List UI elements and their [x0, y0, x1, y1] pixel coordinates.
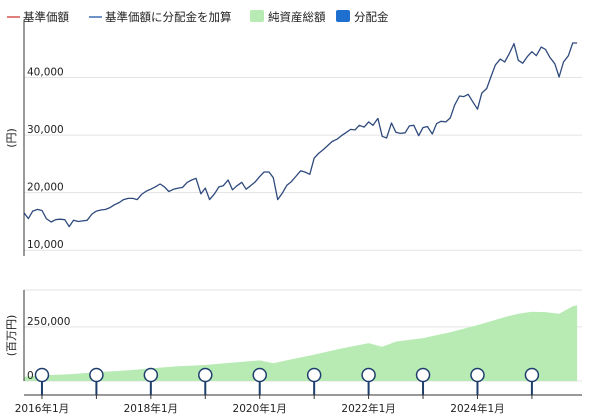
distribution-marker[interactable]: [143, 367, 159, 396]
y-axis-title: (百万円): [5, 315, 18, 357]
legend-label: 基準価額に分配金を加算: [105, 10, 232, 24]
assets-panel: 0 250,000 (百万円): [5, 289, 582, 396]
y-axis-title: (円): [5, 128, 18, 148]
x-tick-label: 2022年1月: [341, 402, 395, 415]
y-tick-label: 250,000: [27, 316, 70, 328]
y-tick-label: 30,000: [27, 124, 64, 136]
net-assets-area[interactable]: [24, 305, 578, 381]
legend-label: 基準価額: [23, 10, 69, 24]
distribution-marker[interactable]: [415, 367, 431, 396]
distribution-dot: [415, 367, 431, 383]
x-tick-label: 2016年1月: [15, 402, 69, 415]
distribution-dot: [252, 367, 267, 383]
x-tick-label: 2018年1月: [124, 402, 178, 415]
distribution-marker[interactable]: [198, 367, 213, 396]
distribution-marker[interactable]: [470, 367, 485, 396]
y-tick-label: 40,000: [27, 67, 64, 79]
distribution-dot: [524, 367, 540, 383]
distribution-dot: [89, 367, 104, 383]
legend-label: 純資産総額: [268, 10, 326, 24]
distribution-dot: [361, 367, 376, 383]
x-tick-label: 2024年1月: [450, 402, 504, 415]
distribution-marker[interactable]: [361, 367, 376, 396]
y-tick-label: 10,000: [27, 239, 64, 251]
distribution-marker[interactable]: [306, 367, 322, 396]
distribution-marker[interactable]: [34, 367, 50, 396]
distribution-dot: [143, 367, 159, 383]
legend-box-swatch: [336, 10, 350, 22]
distribution-dot: [470, 367, 485, 383]
legend-label: 分配金: [354, 10, 389, 24]
nav-line[interactable]: [23, 42, 578, 228]
distribution-dot: [34, 367, 50, 383]
distribution-dot: [306, 367, 322, 383]
legend-item[interactable]: 分配金: [336, 10, 389, 24]
y-tick-label: 0: [27, 370, 34, 382]
legend[interactable]: 基準価額 基準価額に分配金を加算 純資産総額 分配金: [7, 10, 389, 24]
nav-panel: 10,000 20,000 30,000 40,000 (円): [5, 20, 582, 256]
x-tick-label: 2020年1月: [233, 402, 287, 415]
legend-item[interactable]: 基準価額: [7, 10, 69, 24]
distribution-marker[interactable]: [252, 367, 267, 396]
legend-item[interactable]: 基準価額に分配金を加算: [89, 10, 232, 24]
distribution-marker[interactable]: [89, 367, 104, 396]
distribution-dot: [198, 367, 213, 383]
distribution-marker[interactable]: [524, 367, 540, 396]
legend-item[interactable]: 純資産総額: [250, 10, 326, 24]
x-axis: 2016年1月 2018年1月 2020年1月 2022年1月 2024年1月: [15, 394, 582, 415]
legend-box-swatch: [250, 10, 264, 22]
y-tick-label: 20,000: [27, 182, 64, 194]
